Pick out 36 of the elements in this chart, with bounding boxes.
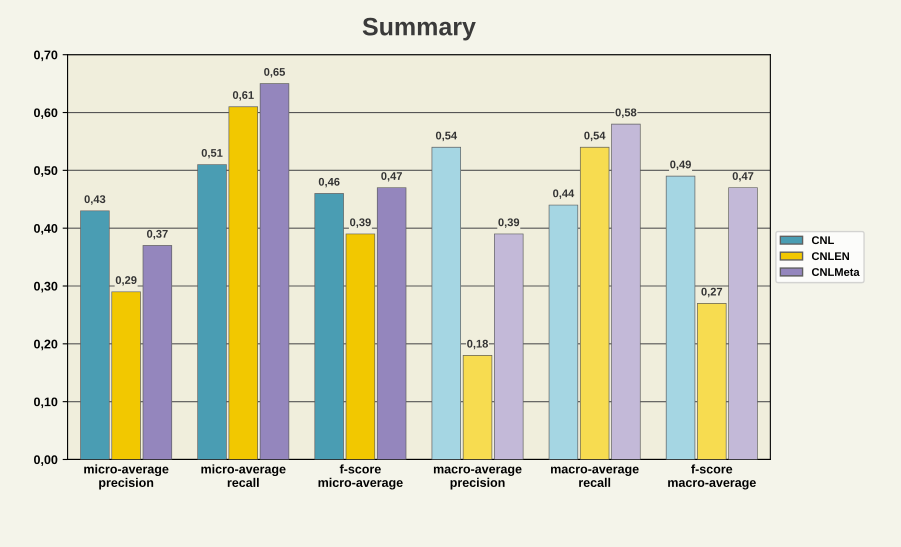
x-tick-label: micro-average recall xyxy=(201,464,286,488)
data-label: 0,54 xyxy=(436,132,458,142)
y-tick-label: 0,60 xyxy=(34,108,58,119)
y-tick-label: 0,50 xyxy=(34,166,58,177)
data-label: 0,58 xyxy=(616,108,636,118)
data-label: 0,44 xyxy=(553,189,574,199)
legend-label: CNLEN xyxy=(812,252,849,260)
data-label: 0,27 xyxy=(701,288,722,298)
legend-label: CNL xyxy=(812,236,834,244)
data-label: 0,47 xyxy=(732,172,754,182)
y-tick-label: 0,30 xyxy=(34,282,58,292)
y-tick-label: 0,00 xyxy=(34,455,58,466)
data-label: 0,51 xyxy=(202,148,223,158)
chart-title: Summary xyxy=(362,18,476,40)
data-label: 0,65 xyxy=(264,68,286,78)
x-tick-label: micro-average precision xyxy=(84,464,168,490)
data-label: 0,54 xyxy=(584,132,606,142)
y-tick-label: 0,10 xyxy=(34,397,58,408)
data-label: 0,46 xyxy=(318,178,340,188)
x-tick-label: f-score micro-average xyxy=(318,464,403,490)
y-tick-label: 0,70 xyxy=(34,50,58,62)
data-label: 0,37 xyxy=(147,230,168,240)
data-label: 0,39 xyxy=(498,218,520,228)
data-label: 0,47 xyxy=(381,172,402,182)
data-label: 0,43 xyxy=(84,195,106,205)
x-tick-label: macro-average recall xyxy=(551,466,639,487)
legend-label: CNLMeta xyxy=(812,268,860,276)
data-label: 0,18 xyxy=(467,340,488,350)
data-label: 0,61 xyxy=(232,91,254,101)
x-tick-label: macro-average precision xyxy=(434,466,522,490)
data-label: 0,49 xyxy=(670,160,691,170)
data-label: 0,39 xyxy=(350,218,371,228)
y-tick-label: 0,40 xyxy=(34,224,58,235)
x-tick-label: f-score macro-average xyxy=(668,464,756,490)
data-label: 0,29 xyxy=(116,276,137,286)
y-tick-label: 0,20 xyxy=(34,340,58,350)
